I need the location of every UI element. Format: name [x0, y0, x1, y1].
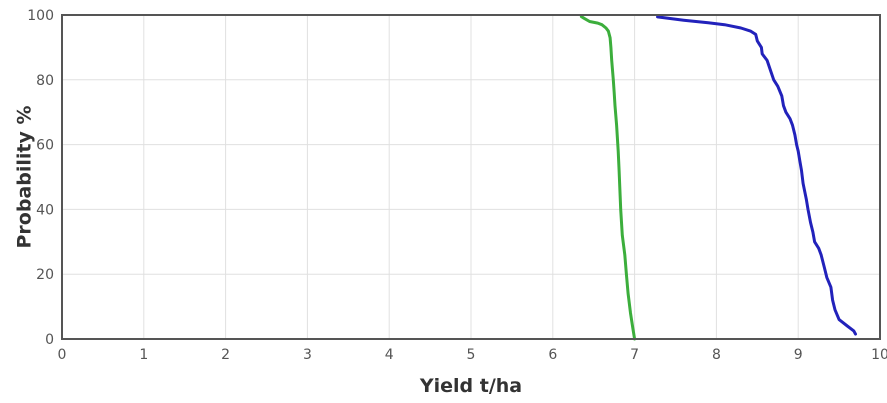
y-axis-title: Probability %: [14, 105, 36, 248]
x-tick-label: 5: [467, 347, 476, 363]
series-line-2: [656, 15, 857, 336]
y-tick-label: 40: [36, 202, 54, 218]
grid: [61, 14, 881, 340]
x-tick-label: 3: [303, 347, 312, 363]
x-tick-label: 1: [139, 347, 148, 363]
series-layer: [579, 15, 857, 341]
plot-frame: [61, 14, 881, 340]
y-tick-label: 0: [45, 332, 54, 348]
x-tick-label: 8: [712, 347, 721, 363]
x-tick-label: 10: [871, 347, 887, 363]
y-tick-label: 60: [36, 138, 54, 154]
y-tick-label: 80: [36, 73, 54, 89]
x-axis-title: Yield t/ha: [419, 375, 522, 397]
x-tick-label: 0: [58, 347, 67, 363]
x-tick-label: 6: [548, 347, 557, 363]
x-tick-label: 2: [221, 347, 230, 363]
x-tick-label: 7: [630, 347, 639, 363]
x-tick-label: 9: [794, 347, 803, 363]
y-tick-label: 100: [27, 8, 54, 24]
series-line-1: [579, 15, 637, 341]
x-tick-label: 4: [385, 347, 394, 363]
y-tick-label: 20: [36, 267, 54, 283]
